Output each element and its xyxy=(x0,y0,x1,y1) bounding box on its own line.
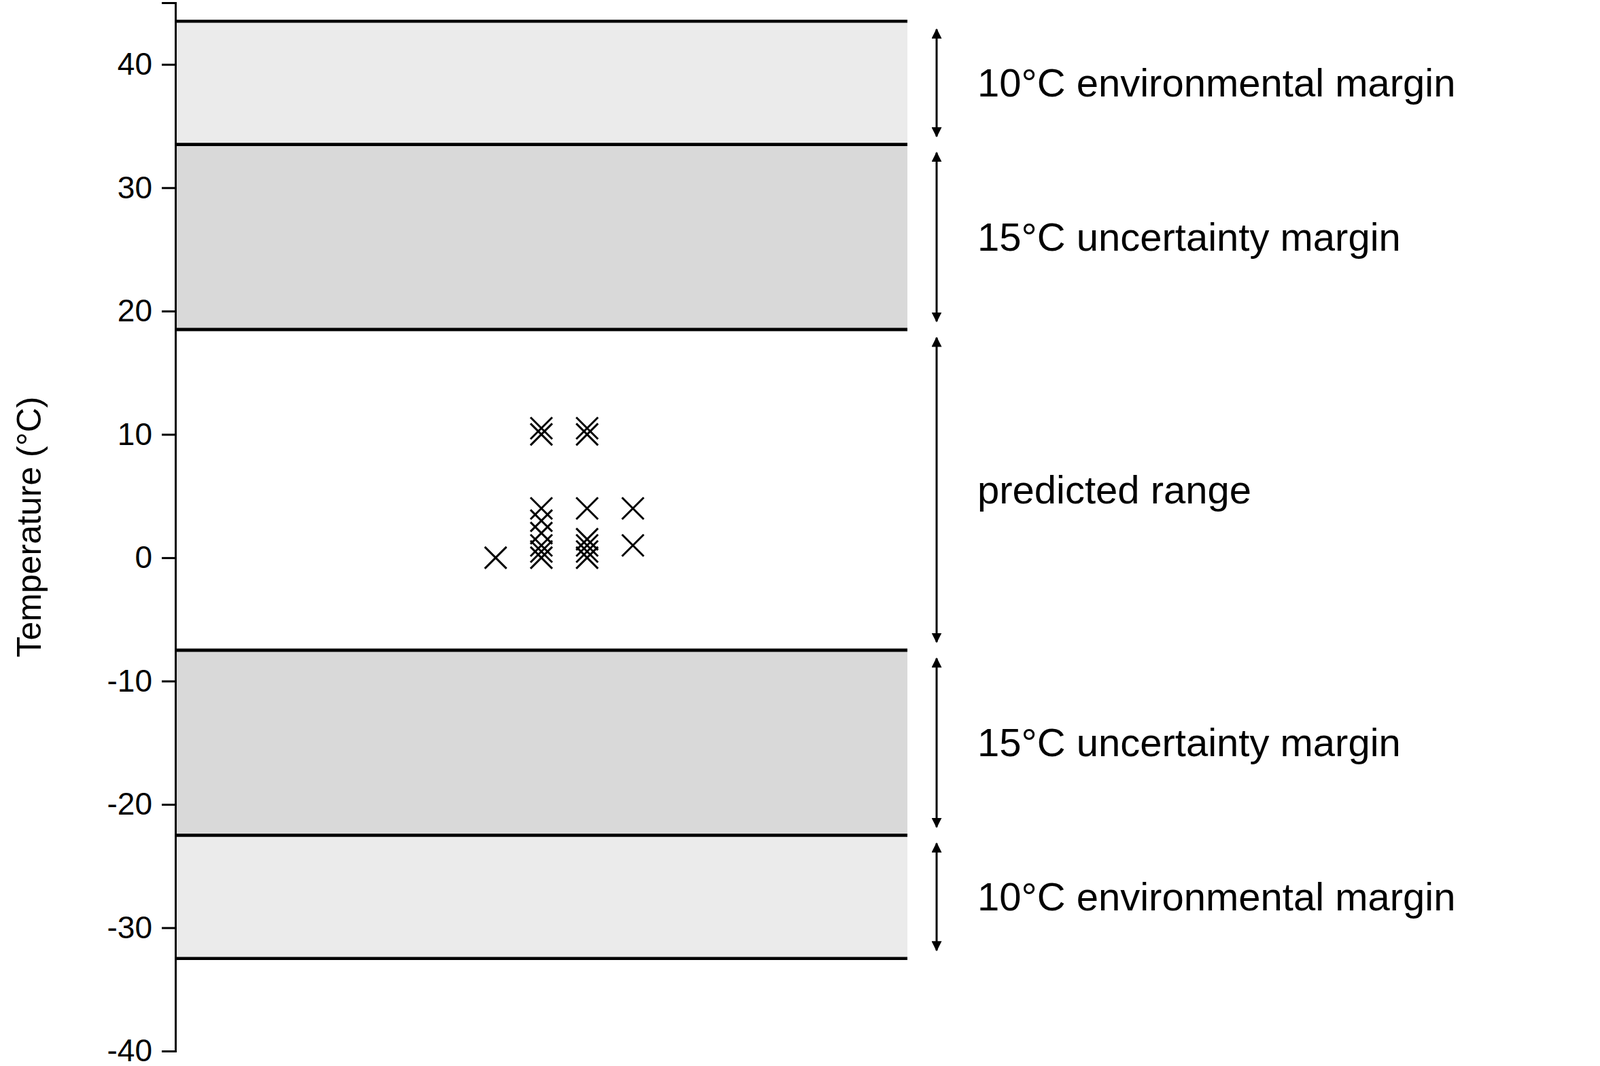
region-band xyxy=(175,329,908,651)
y-tick: -40 xyxy=(107,1033,176,1066)
region-band xyxy=(175,144,908,330)
region-label: 10°C environmental margin xyxy=(977,874,1456,919)
y-tick: -10 xyxy=(107,663,176,699)
y-tick-mark xyxy=(161,927,176,930)
y-tick-mark xyxy=(161,310,176,313)
y-tick-label: 0 xyxy=(134,539,153,576)
point xyxy=(576,423,599,446)
point xyxy=(530,547,553,569)
region-band xyxy=(175,21,908,145)
y-tick: -20 xyxy=(107,786,176,822)
y-tick-mark xyxy=(161,557,176,560)
point xyxy=(530,417,553,440)
points xyxy=(484,417,644,569)
y-tick: 10 xyxy=(117,416,176,452)
region-boundary xyxy=(175,143,908,147)
point xyxy=(621,534,644,557)
region-boundary xyxy=(175,833,908,838)
region-band xyxy=(175,835,908,960)
y-axis-line xyxy=(161,3,177,1053)
region-label: 10°C environmental margin xyxy=(977,60,1456,105)
y-tick-label: -20 xyxy=(107,786,153,822)
region-boundary xyxy=(175,19,908,24)
y-axis: -40 -30 -20 -10 0 10 20 30 40 xyxy=(107,3,177,1066)
y-tick: -30 xyxy=(107,910,176,946)
y-tick: 0 xyxy=(134,539,176,576)
region-label: 15°C uncertainty margin xyxy=(977,214,1401,259)
region-boundary xyxy=(175,957,908,962)
y-tick-mark xyxy=(161,1050,176,1053)
region-band xyxy=(175,650,908,836)
point xyxy=(621,497,644,520)
region-boundary xyxy=(175,143,908,147)
y-axis-title: Temperature (°C) xyxy=(10,396,49,658)
y-tick: 40 xyxy=(117,46,176,82)
point xyxy=(576,417,599,440)
region-arrow xyxy=(935,658,938,828)
y-tick-mark xyxy=(161,433,176,436)
point xyxy=(530,497,553,520)
y-tick-mark xyxy=(161,63,176,66)
region-boundary xyxy=(175,328,908,332)
y-tick-label: -30 xyxy=(107,910,153,946)
y-tick: 30 xyxy=(117,169,176,206)
y-tick-mark xyxy=(161,186,176,189)
region-arrow xyxy=(935,152,938,322)
y-tick-mark xyxy=(161,804,176,807)
region-arrow xyxy=(935,29,938,137)
y-tick-label: 20 xyxy=(117,292,153,329)
y-tick-label: 40 xyxy=(117,46,153,82)
chart: 10°C environmental margin 15°C uncertaint… xyxy=(0,0,1600,1066)
y-tick-mark xyxy=(161,680,176,683)
point xyxy=(576,497,599,520)
point xyxy=(576,534,599,557)
point xyxy=(530,534,553,557)
y-tick-label: 10 xyxy=(117,416,153,452)
point xyxy=(530,522,553,545)
point xyxy=(530,541,553,563)
region-boundary xyxy=(175,328,908,332)
point xyxy=(530,509,553,532)
point xyxy=(576,528,599,551)
region-label: predicted range xyxy=(977,467,1252,512)
point xyxy=(484,547,507,569)
region-arrow xyxy=(935,843,938,951)
regions xyxy=(175,21,908,960)
region-boundary xyxy=(175,649,908,653)
y-tick: 20 xyxy=(117,292,176,329)
point xyxy=(530,423,553,446)
y-tick-label: -10 xyxy=(107,663,153,699)
region-label: 15°C uncertainty margin xyxy=(977,720,1401,765)
region-boundary xyxy=(175,833,908,838)
region-boundary xyxy=(175,649,908,653)
region-arrow xyxy=(935,337,938,643)
y-tick-label: -40 xyxy=(107,1033,153,1066)
point xyxy=(576,541,599,563)
y-tick-label: 30 xyxy=(117,169,153,206)
region-annotations: 10°C environmental margin 15°C uncertaint… xyxy=(936,29,1456,951)
point xyxy=(576,547,599,569)
